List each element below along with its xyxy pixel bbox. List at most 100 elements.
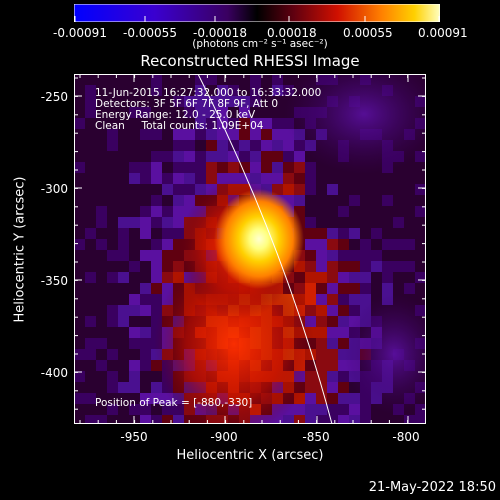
image-pixel [305, 294, 316, 305]
image-pixel [393, 283, 404, 294]
image-pixel [118, 162, 129, 173]
image-pixel [173, 217, 184, 228]
image-pixel [338, 393, 349, 404]
image-pixel [151, 261, 162, 272]
image-pixel [85, 393, 96, 404]
image-pixel [118, 206, 129, 217]
image-pixel [96, 250, 107, 261]
image-pixel [316, 272, 327, 283]
image-pixel [305, 250, 316, 261]
x-axis-title: Heliocentric X (arcsec) [176, 448, 324, 463]
image-pixel [382, 195, 393, 206]
image-pixel [140, 404, 151, 415]
image-pixel [239, 96, 250, 107]
image-pixel [327, 184, 338, 195]
image-pixel [338, 272, 349, 283]
image-pixel [96, 206, 107, 217]
image-pixel [327, 338, 338, 349]
image-pixel [316, 184, 327, 195]
image-pixel [393, 239, 404, 250]
image-pixel [382, 206, 393, 217]
image-pixel [85, 118, 96, 129]
image-pixel [162, 85, 173, 96]
image-pixel [74, 162, 85, 173]
image-pixel [85, 129, 96, 140]
image-pixel [404, 206, 415, 217]
image-pixel [261, 151, 272, 162]
image-pixel [151, 250, 162, 261]
image-pixel [294, 272, 305, 283]
image-pixel [272, 129, 283, 140]
image-pixel [107, 294, 118, 305]
image-pixel [261, 107, 272, 118]
image-pixel [360, 217, 371, 228]
image-pixel [107, 393, 118, 404]
image-pixel [206, 129, 217, 140]
image-pixel [129, 261, 140, 272]
image-pixel [415, 228, 426, 239]
image-pixel [338, 404, 349, 415]
image-pixel [85, 360, 96, 371]
image-pixel [118, 360, 129, 371]
image-pixel [96, 294, 107, 305]
image-pixel [327, 261, 338, 272]
image-pixel [305, 393, 316, 404]
peak-source [214, 189, 304, 289]
image-pixel [349, 415, 360, 424]
image-pixel [404, 261, 415, 272]
image-pixel [360, 228, 371, 239]
image-pixel [327, 294, 338, 305]
image-pixel [107, 250, 118, 261]
image-pixel [107, 327, 118, 338]
image-pixel [74, 294, 85, 305]
image-pixel [118, 118, 129, 129]
image-pixel [305, 228, 316, 239]
image-pixel [217, 140, 228, 151]
image-pixel [349, 195, 360, 206]
image-pixel [316, 327, 327, 338]
image-pixel [107, 162, 118, 173]
info-line-detectors: Detectors: 3F 5F 6F 7F 8F 9F, Att 0 [95, 98, 279, 110]
image-pixel [404, 195, 415, 206]
colorbar [74, 4, 440, 22]
image-pixel [74, 184, 85, 195]
image-pixel [327, 228, 338, 239]
image-pixel [162, 239, 173, 250]
image-pixel [382, 261, 393, 272]
image-pixel [162, 404, 173, 415]
image-pixel [107, 140, 118, 151]
image-pixel [349, 217, 360, 228]
image-pixel [228, 118, 239, 129]
image-pixel [129, 228, 140, 239]
image-pixel [228, 74, 239, 85]
image-pixel [107, 415, 118, 424]
peak-position-label: Position of Peak = [-880,-330] [95, 397, 253, 409]
image-pixel [184, 129, 195, 140]
image-pixel [129, 107, 140, 118]
image-pixel [206, 107, 217, 118]
image-pixel [217, 85, 228, 96]
image-pixel [338, 371, 349, 382]
image-pixel [118, 371, 129, 382]
image-pixel [74, 96, 85, 107]
image-pixel [151, 371, 162, 382]
image-pixel [118, 338, 129, 349]
x-tick-label: -850 [302, 430, 330, 444]
image-pixel [294, 184, 305, 195]
image-pixel [283, 173, 294, 184]
image-pixel [349, 283, 360, 294]
image-pixel [129, 349, 140, 360]
image-pixel [118, 217, 129, 228]
image-pixel [349, 294, 360, 305]
image-pixel [239, 118, 250, 129]
image-pixel [239, 140, 250, 151]
image-pixel [140, 184, 151, 195]
image-pixel [96, 107, 107, 118]
image-pixel [107, 272, 118, 283]
image-pixel [129, 283, 140, 294]
image-pixel [316, 195, 327, 206]
image-pixel [162, 261, 173, 272]
image-pixel [74, 239, 85, 250]
image-pixel [118, 305, 129, 316]
rhessi-image [74, 74, 426, 424]
